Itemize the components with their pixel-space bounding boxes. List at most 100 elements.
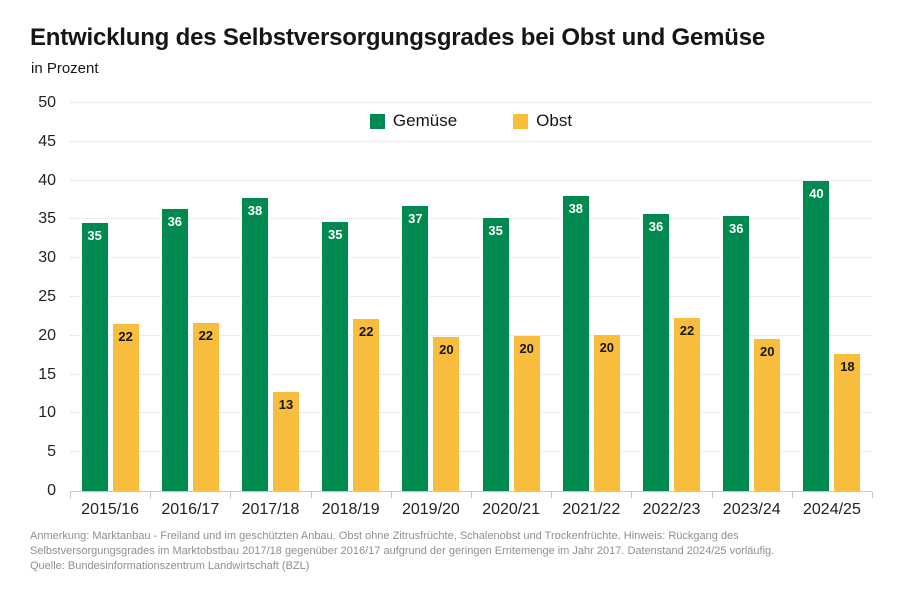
bar-group-2023-24: 36 20 (712, 103, 792, 491)
x-axis-tick (872, 492, 873, 498)
gridline (70, 102, 872, 103)
y-tick-label: 45 (38, 132, 56, 150)
note-line-2: Selbstversorgungsgrades im Marktobstbau … (30, 545, 775, 557)
bar-value-label: 38 (568, 201, 584, 217)
y-tick-label: 30 (38, 249, 56, 267)
bar-value-label: 38 (247, 202, 263, 218)
bar-gemuese: 38 (562, 196, 589, 491)
x-axis-tick (390, 492, 392, 498)
bar-value-label: 36 (648, 218, 664, 234)
x-category-label: 2020/21 (482, 501, 541, 518)
bar-value-label: 20 (599, 340, 615, 356)
bar-value-label: 22 (198, 328, 214, 344)
y-tick-label: 5 (47, 443, 56, 461)
bar-obst: 22 (674, 317, 701, 491)
x-axis-tick (791, 492, 793, 498)
bar-group-2017-18: 38 13 (230, 103, 310, 491)
gridline (70, 296, 872, 297)
bar-value-label: 18 (840, 358, 855, 374)
x-axis-tick (631, 492, 633, 498)
bar-group-2022-23: 36 22 (631, 103, 711, 491)
x-axis-tick (230, 492, 232, 498)
bar-obst: 22 (192, 323, 219, 491)
y-tick-label: 20 (38, 326, 56, 344)
bar-value-label: 13 (278, 396, 294, 412)
gridline (70, 451, 872, 453)
legend-label: Gemüse (392, 111, 458, 130)
y-tick-label: 10 (38, 404, 56, 422)
bar-group-2018-19: 35 22 (311, 103, 391, 491)
bar-value-label: 22 (679, 322, 695, 338)
gridline (70, 140, 872, 142)
gridline (70, 373, 872, 375)
bar-obst: 22 (353, 318, 380, 491)
source-line: Quelle: Bundesinformationszentrum Landwi… (30, 560, 310, 572)
bar-gemuese: 36 (723, 215, 750, 491)
bar-group-2016-17: 36 22 (150, 103, 230, 491)
bar-value-label: 35 (327, 226, 343, 242)
x-category-label: 2018/19 (321, 501, 380, 518)
y-tick-label: 40 (38, 171, 56, 189)
legend-label: Obst (536, 111, 573, 130)
bar-groups: 35 22 36 22 38 13 35 22 37 20 35 20 38 20 36 22 36 20 40 18 (70, 103, 872, 491)
x-axis-tick (150, 492, 152, 498)
bar-gemuese: 35 (482, 217, 509, 491)
gridline (70, 218, 872, 220)
x-axis-tick (711, 492, 713, 498)
bar-value-label: 22 (358, 323, 374, 339)
y-tick-label: 0 (47, 482, 56, 499)
x-axis-tick (551, 492, 553, 498)
bar-group-2019-20: 37 20 (391, 103, 471, 491)
bar-group-2021-22: 38 20 (551, 103, 631, 491)
y-tick-label: 50 (38, 94, 56, 111)
x-axis-tick (70, 492, 71, 498)
y-tick-label: 15 (38, 365, 56, 383)
y-tick-label: 35 (38, 210, 56, 228)
bar-value-label: 20 (759, 343, 775, 359)
plot-area: 35 22 36 22 38 13 35 22 37 20 35 20 38 20 36 22 36 20 40 18… (70, 102, 873, 498)
x-axis-labels: 2015/16 2016/17 2017/18 2018/19 2019/20 2020/… (70, 501, 872, 519)
bar-gemuese: 36 (161, 209, 188, 491)
chart-subtitle: in Prozent (31, 60, 99, 77)
bar-value-label: 37 (408, 211, 423, 227)
x-axis-tick (310, 492, 312, 498)
note-line-1: Anmerkung: Marktanbau - Freiland und im … (30, 530, 739, 542)
bar-obst: 13 (273, 391, 299, 491)
bar-value-label: 20 (439, 342, 454, 358)
bar-value-label: 40 (809, 185, 824, 201)
chart-title: Entwicklung des Selbstversorgungsgrades … (30, 24, 766, 51)
x-category-label: 2016/17 (161, 501, 220, 518)
x-axis-tick (471, 492, 472, 498)
bar-value-label: 36 (167, 214, 183, 230)
bar-obst: 20 (433, 337, 460, 491)
bar-obst: 20 (754, 338, 781, 491)
x-category-label: 2022/23 (642, 501, 701, 518)
bar-value-label: 22 (118, 329, 133, 345)
bar-gemuese: 38 (242, 197, 268, 491)
x-category-label: 2019/20 (401, 501, 460, 518)
legend-swatch-icon (369, 113, 385, 129)
y-tick-label: 25 (38, 288, 56, 305)
gridline (70, 334, 872, 336)
legend: Gemüse Obst (70, 111, 872, 131)
legend-item-obst: Obst (513, 111, 572, 131)
legend-item-gemuese: Gemüse (369, 111, 458, 131)
gridline (70, 412, 872, 414)
bar-obst: 22 (112, 324, 139, 491)
y-axis-labels: 0 5 10 15 20 25 30 35 40 45 50 (0, 94, 56, 499)
bar-obst: 18 (834, 353, 861, 491)
bar-gemuese: 35 (81, 222, 108, 491)
x-category-label: 2021/22 (562, 501, 621, 518)
bar-value-label: 35 (87, 227, 102, 243)
legend-swatch-icon (513, 113, 529, 129)
bar-gemuese: 40 (803, 180, 830, 491)
footnotes: Anmerkung: Marktanbau - Freiland und im … (30, 529, 880, 574)
bar-value-label: 35 (488, 222, 503, 238)
bar-value-label: 36 (728, 220, 744, 236)
bar-gemuese: 35 (322, 221, 349, 491)
x-category-label: 2017/18 (241, 501, 300, 518)
gridline (70, 257, 872, 259)
bar-gemuese: 36 (643, 213, 670, 491)
bar-obst: 20 (593, 335, 620, 491)
